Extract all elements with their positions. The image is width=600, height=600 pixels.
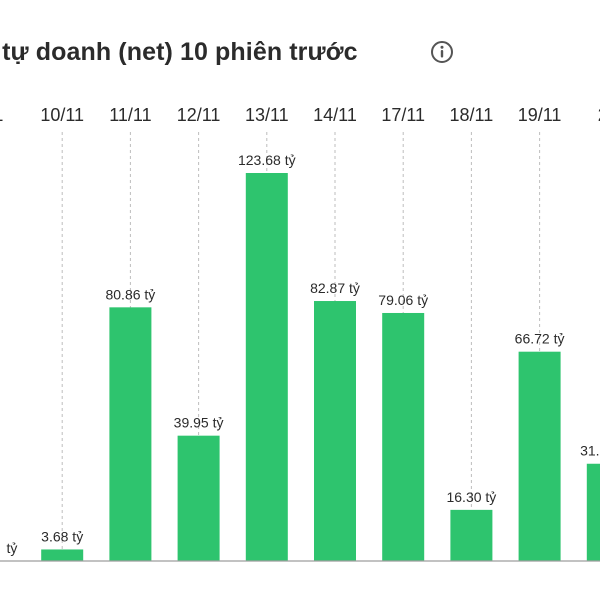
info-circle-icon[interactable] <box>430 40 454 64</box>
data-label: 16.30 tỷ <box>446 489 496 505</box>
bar[interactable] <box>450 509 493 561</box>
data-label: 3.68 tỷ <box>41 528 83 544</box>
x-tick-label: 13/11 <box>245 105 289 125</box>
bar[interactable] <box>314 301 356 561</box>
bar[interactable] <box>109 307 152 561</box>
x-tick-label: 14/11 <box>313 105 357 125</box>
x-tick-label: 17/11 <box>381 105 425 125</box>
data-label: 80.86 tỷ <box>105 286 155 302</box>
x-tick-label: 18/11 <box>450 105 494 125</box>
x-tick-label: 19/11 <box>518 105 562 125</box>
data-label: tỷ <box>7 540 18 556</box>
chart-title: ị tự doanh (net) 10 phiên trước <box>0 38 358 66</box>
bar[interactable] <box>518 351 561 561</box>
data-label: 123.68 tỷ <box>238 152 296 168</box>
bar[interactable] <box>177 435 220 561</box>
data-label: 82.87 tỷ <box>310 280 360 296</box>
data-label: 31. <box>580 443 599 459</box>
bar[interactable] <box>586 463 600 561</box>
data-label: 39.95 tỷ <box>174 415 224 431</box>
bar[interactable] <box>382 312 425 561</box>
x-tick-label: 11 <box>0 105 3 125</box>
bar[interactable] <box>41 549 84 561</box>
x-tick-label: 11/11 <box>109 105 151 125</box>
x-tick-label: 20 <box>598 105 600 125</box>
data-label: 66.72 tỷ <box>515 331 565 347</box>
data-label: 79.06 tỷ <box>378 292 428 308</box>
x-tick-label: 12/11 <box>177 105 221 125</box>
chart-header: ị tự doanh (net) 10 phiên trước <box>0 0 600 100</box>
bar[interactable] <box>245 173 288 561</box>
x-tick-label: 10/11 <box>40 105 84 125</box>
